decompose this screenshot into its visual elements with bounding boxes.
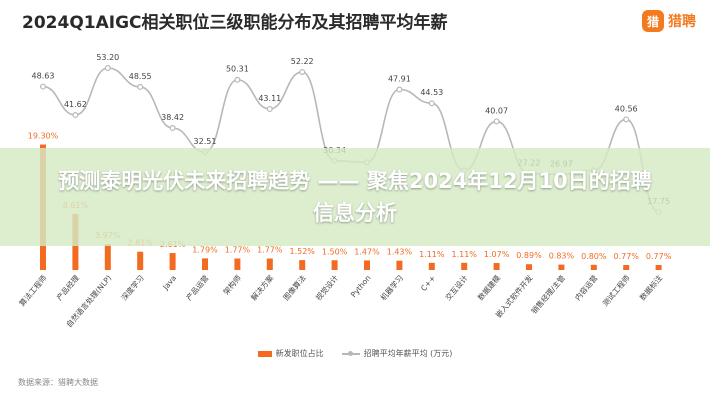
x-tick-label-10: Python xyxy=(349,273,373,299)
salary-point-8 xyxy=(299,68,306,75)
overlay-banner: 预测泰明光伏未来招聘趋势 —— 聚焦2024年12月10日的招聘信息分析 xyxy=(0,148,710,246)
x-tick-label-11: 机器学习 xyxy=(378,273,405,302)
x-tick-label-18: 测试工程师 xyxy=(600,272,632,308)
bar-7 xyxy=(266,258,273,270)
bar-5 xyxy=(202,258,208,270)
salary-label-18: 40.56 xyxy=(615,104,638,113)
bar-label-13: 1.11% xyxy=(451,250,477,259)
legend-label-bars: 新发职位占比 xyxy=(275,349,324,358)
x-tick-label-17: 内容运营 xyxy=(572,272,599,302)
salary-point-11 xyxy=(396,86,403,93)
bar-label-17: 0.80% xyxy=(581,252,607,261)
bar-17 xyxy=(590,264,597,270)
legend-item-bars: 新发职位占比 xyxy=(257,348,324,359)
brand-logo: 猎 猎聘 xyxy=(642,10,696,32)
x-tick-label-7: 解决方案 xyxy=(248,272,275,302)
bar-2 xyxy=(104,244,111,270)
overlay-headline: 预测泰明光伏未来招聘趋势 —— 聚焦2024年12月10日的招聘信息分析 xyxy=(58,169,652,225)
salary-label-2: 53.20 xyxy=(96,53,119,62)
bar-18 xyxy=(623,264,630,270)
salary-label-5: 32.51 xyxy=(194,137,217,146)
salary-point-4 xyxy=(169,125,176,132)
salary-label-7: 43.11 xyxy=(258,94,281,103)
bar-10 xyxy=(364,260,370,270)
salary-point-6 xyxy=(234,76,241,83)
salary-label-1: 41.62 xyxy=(64,100,87,109)
x-tick-label-12: C++ xyxy=(419,274,437,293)
bar-15 xyxy=(526,264,532,270)
bar-19 xyxy=(655,264,662,270)
bar-6 xyxy=(234,258,241,270)
x-tick-label-8: 图像算法 xyxy=(281,272,308,302)
salary-label-11: 47.91 xyxy=(388,74,411,83)
x-tick-label-9: 视觉设计 xyxy=(313,272,340,302)
liepin-logo-icon: 猎 xyxy=(642,10,664,32)
bar-label-5: 1.79% xyxy=(192,245,218,254)
x-tick-label-16: 销售经理/主管 xyxy=(529,272,568,315)
x-tick-labels: 算法工程师 产品经理自然语言处理(NLP) 深度学习 Java 产品运营 架构师 解决方案图… xyxy=(17,272,665,329)
bar-3 xyxy=(137,251,144,270)
salary-point-14 xyxy=(493,118,500,125)
chart-legend: 新发职位占比 招聘平均年薪平均 (万元) xyxy=(0,348,710,359)
bar-label-6: 1.77% xyxy=(225,245,251,254)
brand-name: 猎聘 xyxy=(668,14,696,30)
salary-label-14: 40.07 xyxy=(485,106,508,115)
legend-line-swatch-icon xyxy=(341,350,360,356)
chart-title: 2024Q1AIGC相关职位三级职能分布及其招聘平均年薪 xyxy=(22,13,448,33)
salary-point-0 xyxy=(39,83,46,90)
bar-8 xyxy=(299,260,306,270)
x-tick-label-14: 数据建模 xyxy=(475,272,502,302)
legend-label-line: 招聘平均年薪平均 (万元) xyxy=(363,349,453,358)
x-tick-label-0: 算法工程师 xyxy=(17,272,49,308)
x-tick-label-4: Java xyxy=(160,274,178,293)
bar-label-0: 19.30% xyxy=(28,132,59,141)
bar-label-19: 0.77% xyxy=(646,252,672,261)
bar-label-18: 0.77% xyxy=(613,252,639,261)
salary-point-18 xyxy=(623,116,630,123)
salary-point-3 xyxy=(137,83,144,90)
bar-label-15: 0.89% xyxy=(516,251,542,260)
x-tick-label-5: 产品运营 xyxy=(184,272,211,302)
bar-11 xyxy=(396,260,403,270)
salary-label-12: 44.53 xyxy=(420,88,443,97)
bar-4 xyxy=(169,253,176,270)
x-tick-label-6: 架构师 xyxy=(221,272,243,296)
bar-9 xyxy=(331,260,338,270)
x-tick-label-1: 产品经理 xyxy=(54,272,81,302)
salary-label-6: 50.31 xyxy=(226,65,249,74)
salary-point-12 xyxy=(428,100,435,107)
bar-12 xyxy=(428,262,435,270)
legend-item-line: 招聘平均年薪平均 (万元) xyxy=(341,348,453,359)
salary-point-7 xyxy=(266,105,273,112)
x-tick-label-13: 交互设计 xyxy=(443,272,470,302)
salary-label-4: 38.42 xyxy=(161,113,184,122)
bar-label-11: 1.43% xyxy=(387,248,413,257)
x-tick-label-19: 数据标注 xyxy=(637,272,664,302)
bar-13 xyxy=(461,262,468,270)
salary-label-8: 52.22 xyxy=(291,57,314,66)
legend-bar-swatch-icon xyxy=(257,350,272,357)
x-tick-label-3: 深度学习 xyxy=(119,273,146,302)
salary-point-2 xyxy=(104,64,111,71)
chart-plot-area: 19.30%8.61%3.97%2.81%2.61%1.79%1.77%1.77… xyxy=(17,53,672,329)
bar-label-12: 1.11% xyxy=(419,250,445,259)
bar-16 xyxy=(558,264,565,270)
salary-point-1 xyxy=(72,112,79,119)
bar-label-16: 0.83% xyxy=(549,252,575,261)
source-note: 数据来源：猎聘大数据 xyxy=(18,378,98,387)
bar-14 xyxy=(493,263,500,270)
salary-label-0: 48.63 xyxy=(32,72,55,81)
bar-label-10: 1.47% xyxy=(354,247,380,256)
bar-label-14: 1.07% xyxy=(484,250,510,259)
bar-label-7: 1.77% xyxy=(257,245,283,254)
bar-label-9: 1.50% xyxy=(322,247,348,256)
salary-label-3: 48.55 xyxy=(129,72,152,81)
bar-label-8: 1.52% xyxy=(289,247,315,256)
